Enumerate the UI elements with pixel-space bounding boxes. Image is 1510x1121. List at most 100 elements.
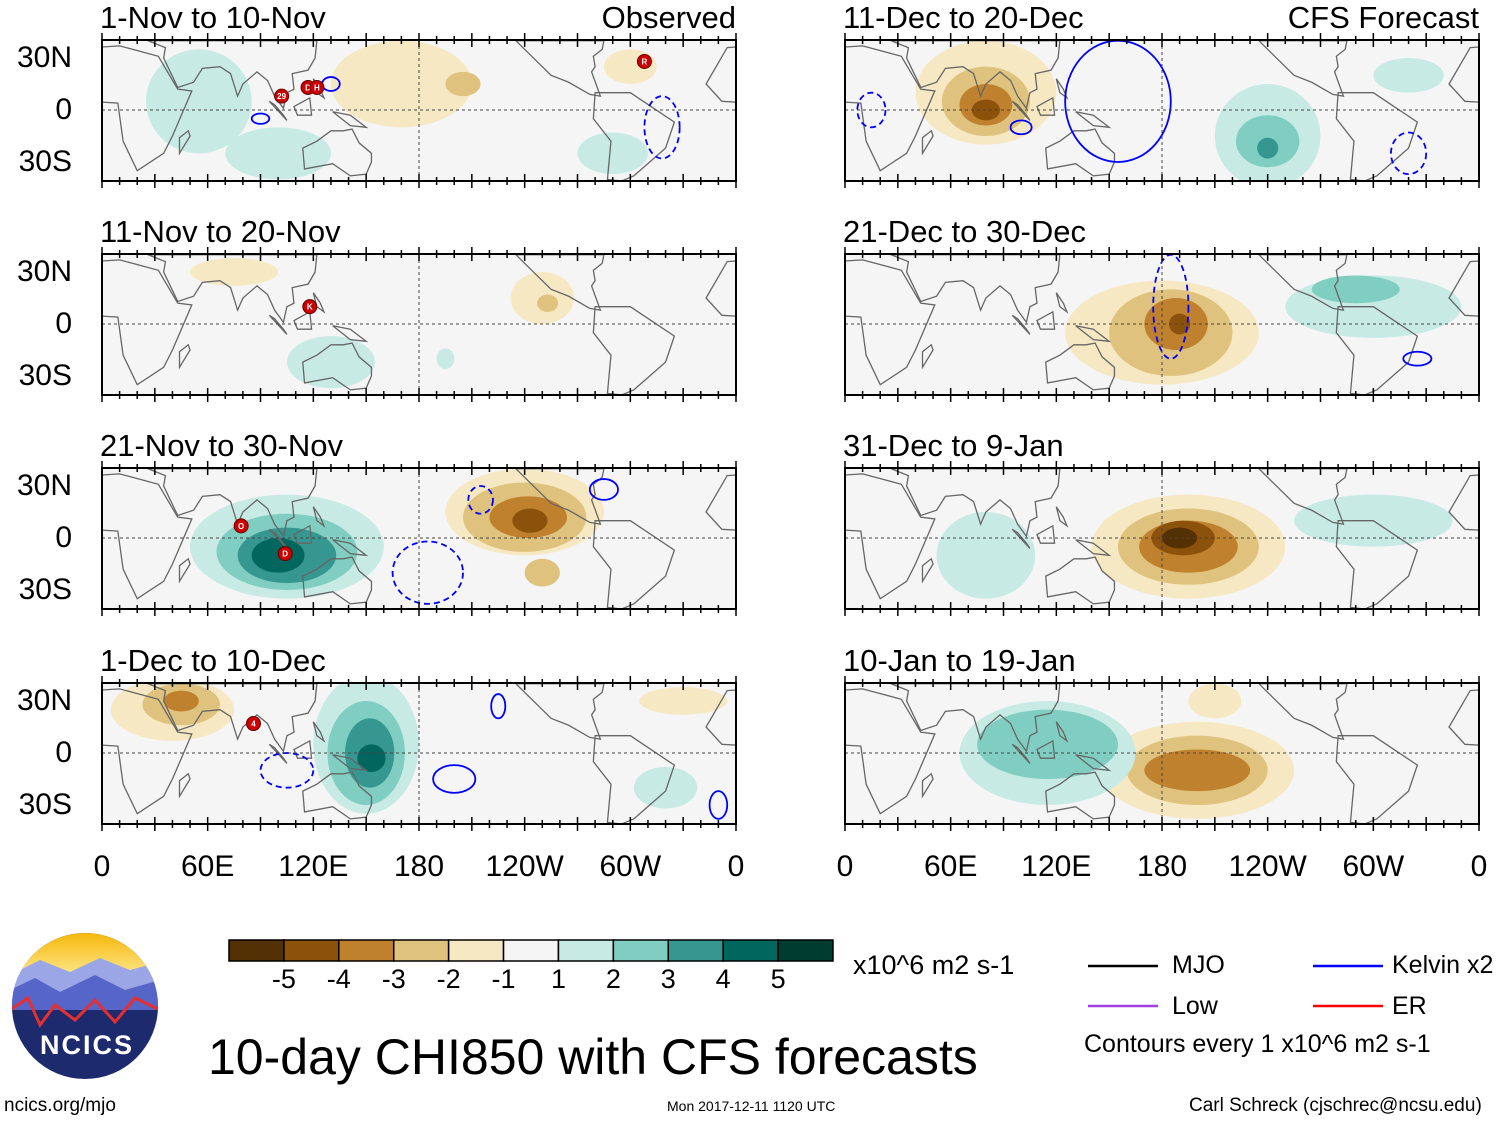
coastline	[1075, 325, 1112, 343]
coastline	[1257, 254, 1348, 311]
coastline	[332, 754, 369, 772]
panel-content: OD	[102, 468, 736, 609]
colorbar-swatch	[447, 939, 505, 962]
lat-tick-label: 30N	[16, 469, 72, 502]
coastline	[1075, 754, 1112, 772]
kelvin-contour	[250, 112, 271, 125]
lat-tick-label: 0	[55, 307, 72, 340]
coastline	[102, 473, 193, 600]
coastline	[1335, 92, 1419, 181]
contour-note: Contours every 1 x10^6 m2 s-1	[1084, 1030, 1431, 1058]
coastline	[147, 683, 318, 753]
negative-anomaly-region	[190, 258, 279, 286]
legend-kelvin: Kelvin x2	[1392, 951, 1494, 979]
map-panel	[844, 247, 1480, 402]
coastline	[147, 468, 318, 538]
map-panel: 29 D H R	[101, 33, 737, 188]
coastline	[1045, 556, 1116, 605]
coastline	[302, 128, 373, 177]
lat-tick-label: 30N	[16, 41, 72, 74]
coastline	[813, 345, 824, 368]
lon-tick-label: 120W	[485, 850, 564, 883]
lon-tick-label: 180	[1136, 850, 1188, 883]
lat-tick-label: 0	[55, 521, 72, 554]
panel-title: 11-Nov to 20-Nov	[100, 214, 341, 249]
lat-tick-label: 30S	[18, 573, 72, 606]
colorbar-tick-label: 2	[605, 964, 621, 994]
negative-anomaly-region	[330, 40, 472, 128]
coastline	[178, 772, 191, 799]
coastline	[514, 683, 605, 740]
lat-tick-label: 30S	[18, 788, 72, 821]
lon-tick-label: 0	[93, 850, 111, 883]
coastline	[178, 129, 191, 156]
positive-anomaly-region	[1373, 58, 1444, 93]
coastline	[178, 557, 191, 584]
coastline	[332, 539, 369, 557]
storm-label: 4	[251, 720, 256, 729]
lon-tick-label: 0	[1470, 850, 1488, 883]
lat-tick-label: 30N	[16, 255, 72, 288]
colorbar-tick-label: -2	[436, 964, 461, 994]
coastline	[514, 254, 605, 311]
coastline	[178, 343, 191, 370]
negative-anomaly-region	[524, 558, 560, 587]
map-panel	[844, 676, 1480, 831]
colorbar-swatch	[392, 939, 450, 962]
storm-label: R	[642, 57, 648, 66]
colorbar-tick-label: 1	[550, 964, 566, 994]
kelvin-contour	[1390, 131, 1428, 176]
coastline	[1075, 539, 1112, 557]
coastline	[921, 772, 934, 799]
colorbar-tick-label: 4	[715, 964, 731, 994]
colorbar-swatch	[557, 939, 615, 962]
coastline	[312, 506, 326, 528]
positive-anomaly-region	[286, 336, 375, 389]
panel-content: 29 D H R	[102, 40, 736, 181]
storm-icon	[274, 88, 290, 104]
storm-label: D	[282, 550, 288, 559]
lon-tick-label: 180	[393, 850, 445, 883]
site-link[interactable]: ncics.org/mjo	[4, 1095, 116, 1116]
storm-icon	[233, 518, 249, 534]
coastline	[921, 343, 934, 370]
coastline	[592, 92, 676, 181]
colorbar-swatch	[722, 939, 779, 962]
lon-tick-label: 60E	[923, 850, 978, 883]
panel-title: 10-Jan to 19-Jan	[843, 643, 1076, 678]
panel-title: 21-Nov to 30-Nov	[100, 428, 343, 463]
coastline	[1011, 743, 1031, 764]
negative-anomaly-region	[1188, 683, 1242, 719]
coastline	[1045, 771, 1116, 820]
coastline	[1055, 78, 1069, 100]
lat-tick-label: 30S	[18, 145, 72, 178]
kelvin-contour	[1402, 350, 1433, 367]
kelvin-contour	[588, 478, 619, 501]
colorbar-swatch	[667, 939, 724, 962]
coastline	[332, 111, 369, 129]
kelvin-contour	[391, 540, 464, 605]
colorbar-units: x10^6 m2 s-1	[853, 950, 1015, 980]
coastline	[1036, 739, 1056, 759]
author-credit: Carl Schreck (cjschrec@ncsu.edu)	[1189, 1095, 1482, 1116]
coastline	[102, 45, 193, 172]
legend-er: ER	[1392, 992, 1427, 1020]
coastline	[147, 40, 318, 110]
positive-anomaly-region	[936, 511, 1036, 599]
coastline	[293, 739, 313, 759]
negative-anomaly-region	[163, 690, 199, 712]
lon-tick-label: 120E	[1021, 850, 1092, 883]
kelvin-contour	[490, 693, 507, 720]
coastline	[592, 735, 676, 824]
coastline	[1257, 683, 1348, 740]
negative-anomaly-region	[512, 508, 548, 533]
colorbar-swatch	[502, 939, 560, 962]
coastline	[1045, 342, 1116, 391]
coastline	[1036, 96, 1056, 116]
coastline	[293, 524, 313, 544]
panel-content: 4	[102, 683, 736, 824]
negative-anomaly-region	[639, 687, 728, 715]
kelvin-contour	[643, 95, 681, 160]
coastline	[1075, 111, 1112, 129]
storm-icon	[309, 79, 325, 95]
